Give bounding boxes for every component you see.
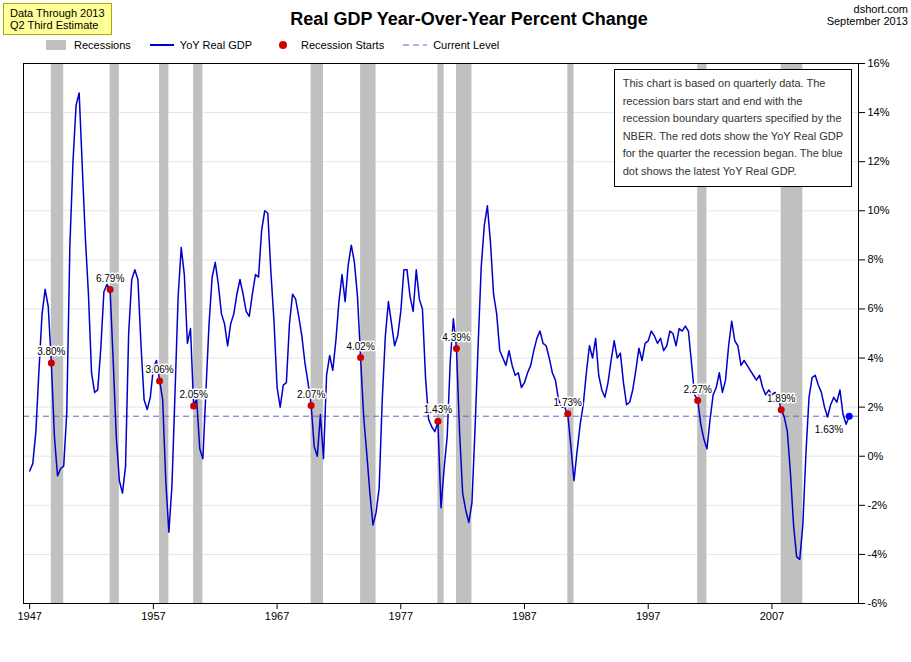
svg-text:3.06%: 3.06% <box>145 364 173 375</box>
svg-text:1977: 1977 <box>389 610 413 622</box>
svg-text:8%: 8% <box>868 253 884 265</box>
svg-text:1.89%: 1.89% <box>767 393 795 404</box>
svg-text:1.73%: 1.73% <box>554 397 582 408</box>
svg-text:-2%: -2% <box>868 499 888 511</box>
svg-text:-6%: -6% <box>868 597 888 609</box>
html-text:Current Level: Current Level <box>433 39 500 51</box>
svg-text:4.02%: 4.02% <box>346 341 374 352</box>
svg-text:16%: 16% <box>868 57 890 69</box>
html-text:Real GDP Year-Over-Year Percen: Real GDP Year-Over-Year Percent Change <box>290 9 648 29</box>
svg-text:2.27%: 2.27% <box>684 384 712 395</box>
svg-text:2.05%: 2.05% <box>179 389 207 400</box>
svg-text:0%: 0% <box>868 450 884 462</box>
svg-text:2.07%: 2.07% <box>297 389 325 400</box>
svg-text:4.39%: 4.39% <box>442 332 470 343</box>
svg-text:1967: 1967 <box>265 610 289 622</box>
svg-text:6.79%: 6.79% <box>96 273 124 284</box>
html-text:YoY Real GDP: YoY Real GDP <box>179 39 252 51</box>
html-text:Recessions: Recessions <box>74 39 131 51</box>
svg-text:1.43%: 1.43% <box>424 404 452 415</box>
svg-text:1997: 1997 <box>636 610 660 622</box>
svg-text:-4%: -4% <box>868 548 888 560</box>
svg-text:2%: 2% <box>868 401 884 413</box>
svg-text:1.63%: 1.63% <box>815 424 843 435</box>
svg-text:1987: 1987 <box>512 610 536 622</box>
html-text:This chart is based on quarter: This chart is based on quarterly data. T… <box>622 77 843 177</box>
svg-text:12%: 12% <box>868 155 890 167</box>
svg-text:14%: 14% <box>868 106 890 118</box>
html-text:dshort.com September 2013: dshort.com September 2013 <box>826 3 908 27</box>
svg-text:4%: 4% <box>868 352 884 364</box>
svg-text:6%: 6% <box>868 302 884 314</box>
svg-text:2007: 2007 <box>760 610 784 622</box>
svg-text:3.80%: 3.80% <box>37 346 65 357</box>
html-text:Data Through 2013 Q2 Third Est: Data Through 2013 Q2 Third Estimate <box>10 7 105 31</box>
html-text:Recession Starts: Recession Starts <box>301 39 385 51</box>
svg-text:1957: 1957 <box>141 610 165 622</box>
svg-text:1947: 1947 <box>17 610 41 622</box>
svg-text:10%: 10% <box>868 204 890 216</box>
